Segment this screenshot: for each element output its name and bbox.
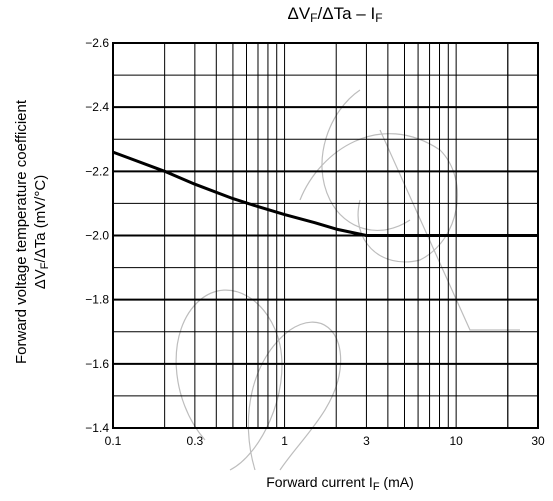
series-line (112, 150, 538, 237)
y-tick-label: −2.4 (85, 100, 109, 114)
x-tick-label: 30 (531, 434, 545, 448)
y-tick-label: −2.6 (85, 36, 109, 50)
x-tick-label: 3 (363, 434, 370, 448)
x-tick-label: 10 (449, 434, 463, 448)
y-axis-label-line1: Forward voltage temperature coefficient (13, 99, 30, 365)
chart-title: ΔVF/ΔTa – IF (287, 4, 383, 25)
watermark-letter-stroke (299, 133, 459, 263)
series-layer (112, 150, 538, 237)
x-tick-label: 1 (281, 434, 288, 448)
watermark-outline (175, 89, 520, 471)
y-tick-label: −2.0 (85, 229, 109, 243)
y-tick-label: −2.2 (85, 164, 109, 178)
x-axis-ticks: 0.1 0.3 1 3 10 30 (105, 434, 545, 448)
x-axis-label: Forward current IF (mA) (266, 474, 414, 493)
y-axis-ticks: −2.6 −2.4 −2.2 −2.0 −1.8 −1.6 −1.4 (85, 36, 109, 435)
y-tick-label: −1.4 (85, 421, 109, 435)
x-tick-label: 0.3 (187, 434, 204, 448)
x-tick-label: 0.1 (105, 434, 122, 448)
y-axis-label: Forward voltage temperature coefficient Δ… (12, 82, 55, 382)
y-tick-label: −1.8 (85, 293, 109, 307)
y-axis-label-line2: ΔVF/ΔTa (mV/°C) (32, 174, 51, 290)
y-tick-label: −1.6 (85, 357, 109, 371)
